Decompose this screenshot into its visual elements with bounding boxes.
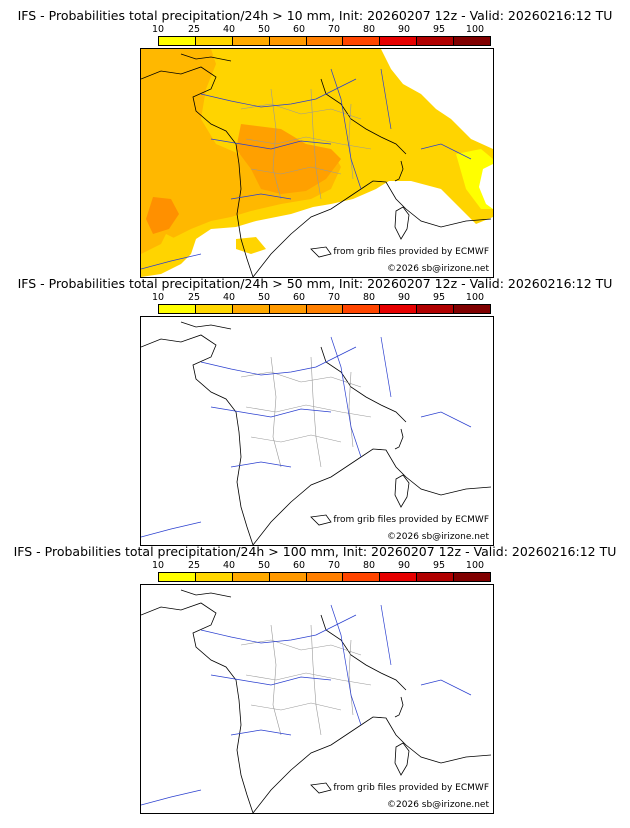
panel-50mm: IFS - Probabilities total precipitation/… [0, 276, 630, 546]
scale-swatch [306, 37, 344, 45]
scale-tick: 25 [187, 292, 201, 303]
coastlines-borders [141, 321, 492, 545]
scale-swatch [454, 37, 491, 45]
scale-swatch [232, 573, 270, 581]
scale-tick: 40 [222, 560, 236, 571]
scale-tick: 40 [222, 292, 236, 303]
scale-tick: 80 [362, 24, 376, 35]
copyright-credit: ©2026 sb@irizone.net [387, 532, 489, 542]
scale-swatch [269, 305, 307, 313]
copyright-credit: ©2026 sb@irizone.net [387, 264, 489, 274]
color-scale-labels: 10 25 40 50 60 70 80 90 95 100 [150, 293, 490, 303]
scale-tick: 50 [257, 560, 271, 571]
scale-tick: 10 [151, 560, 165, 571]
rivers [141, 604, 472, 806]
color-scale-labels: 10 25 40 50 60 70 80 90 95 100 [150, 561, 490, 571]
scale-swatch [306, 305, 344, 313]
panel-title: IFS - Probabilities total precipitation/… [17, 8, 613, 23]
scale-swatch [343, 573, 381, 581]
scale-tick: 100 [465, 560, 485, 571]
color-scale-bar [158, 304, 491, 314]
scale-swatch [269, 37, 307, 45]
source-credit: from grib files provided by ECMWF [333, 247, 489, 257]
scale-swatch [195, 573, 233, 581]
scale-tick: 80 [362, 560, 376, 571]
scale-tick: 60 [292, 24, 306, 35]
scale-tick: 10 [151, 24, 165, 35]
probability-map: from grib files provided by ECMWF ©2026 … [140, 316, 494, 546]
color-scale-labels: 10 25 40 50 60 70 80 90 95 100 [150, 25, 490, 35]
scale-tick: 100 [465, 292, 485, 303]
probability-map: from grib files provided by ECMWF ©2026 … [140, 48, 494, 278]
scale-tick: 70 [327, 560, 341, 571]
scale-tick: 60 [292, 560, 306, 571]
scale-swatch [232, 37, 270, 45]
scale-tick: 10 [151, 292, 165, 303]
scale-swatch [159, 37, 196, 45]
scale-tick: 95 [432, 24, 446, 35]
map-drawing [141, 49, 493, 277]
scale-swatch [417, 305, 455, 313]
scale-swatch [417, 37, 455, 45]
scale-swatch [343, 305, 381, 313]
panel-100mm: IFS - Probabilities total precipitation/… [0, 544, 630, 814]
scale-swatch [380, 573, 418, 581]
scale-tick: 95 [432, 560, 446, 571]
scale-swatch [454, 305, 491, 313]
scale-tick: 40 [222, 24, 236, 35]
panel-title: IFS - Probabilities total precipitation/… [13, 544, 617, 559]
scale-tick: 90 [397, 292, 411, 303]
scale-swatch [269, 573, 307, 581]
color-scale-bar [158, 36, 491, 46]
scale-tick: 50 [257, 24, 271, 35]
scale-swatch [195, 305, 233, 313]
source-credit: from grib files provided by ECMWF [333, 783, 489, 793]
scale-tick: 25 [187, 560, 201, 571]
scale-swatch [380, 37, 418, 45]
scale-swatch [380, 305, 418, 313]
scale-swatch [306, 573, 344, 581]
scale-tick: 80 [362, 292, 376, 303]
source-credit: from grib files provided by ECMWF [333, 515, 489, 525]
scale-tick: 90 [397, 560, 411, 571]
scale-tick: 25 [187, 24, 201, 35]
scale-swatch [454, 573, 491, 581]
region-boundaries [240, 624, 372, 736]
color-scale-bar [158, 572, 491, 582]
precip-probability-fill [141, 49, 493, 277]
scale-tick: 70 [327, 292, 341, 303]
region-boundaries [240, 88, 372, 200]
scale-swatch [343, 37, 381, 45]
panel-10mm: IFS - Probabilities total precipitation/… [0, 8, 630, 278]
rivers [141, 336, 472, 538]
scale-swatch [232, 305, 270, 313]
probability-map: from grib files provided by ECMWF ©2026 … [140, 584, 494, 814]
scale-swatch [159, 305, 196, 313]
scale-tick: 100 [465, 24, 485, 35]
coastlines-borders [141, 53, 492, 277]
scale-swatch [159, 573, 196, 581]
panel-title: IFS - Probabilities total precipitation/… [17, 276, 613, 291]
map-drawing [141, 321, 492, 545]
coastlines-borders [141, 589, 492, 813]
rivers [141, 68, 472, 270]
scale-tick: 95 [432, 292, 446, 303]
map-drawing [141, 589, 492, 813]
scale-tick: 70 [327, 24, 341, 35]
scale-tick: 60 [292, 292, 306, 303]
scale-swatch [417, 573, 455, 581]
copyright-credit: ©2026 sb@irizone.net [387, 800, 489, 810]
scale-tick: 50 [257, 292, 271, 303]
scale-swatch [195, 37, 233, 45]
region-boundaries [240, 356, 372, 468]
scale-tick: 90 [397, 24, 411, 35]
